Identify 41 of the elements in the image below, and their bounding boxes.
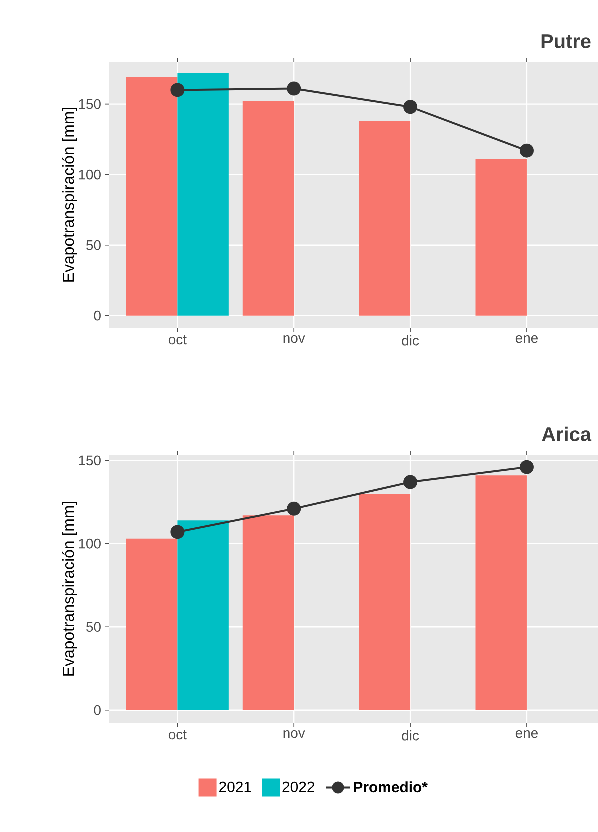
x-tick-label: ene [516,730,538,738]
chart-title: Arica [542,426,592,442]
y-tick-label: 150 [79,99,101,110]
bar [242,516,294,710]
bar [178,73,229,316]
bar [359,494,411,710]
y-tick-label: 0 [94,705,101,716]
x-tick-label: dic [402,730,420,741]
point [170,525,185,540]
bar [242,101,294,316]
y-tick-label: 50 [86,240,101,250]
bar [359,121,411,316]
bar [178,520,229,710]
y-tick-label: 50 [86,622,101,632]
point [287,82,302,96]
y-tick-label: 0 [94,310,101,321]
y-axis-title: Evapotranspiración [mm] [62,108,78,282]
chart-title: Putre [542,34,591,48]
y-tick-label: 100 [79,538,101,549]
y-tick-label: 100 [79,170,101,180]
legend-label: Promedio* [354,782,428,793]
x-tick-label: dic [402,336,420,346]
bar [476,476,527,710]
x-tick-label: oct [168,336,187,345]
y-tick-label: 150 [79,456,101,466]
x-tick-label: nov [284,730,306,738]
x-tick-label: ene [516,336,538,344]
point [404,100,418,114]
x-tick-label: oct [168,730,187,740]
bar [126,78,178,316]
point [520,144,534,158]
legend-label: 2022 [282,782,314,792]
legend-label: 2021 [220,782,252,792]
point [520,460,534,474]
y-axis-title: Evapotranspiración [mm] [62,502,78,676]
bar [476,159,527,316]
point [287,502,302,516]
point [404,475,418,490]
bar [126,538,178,710]
point [170,83,185,98]
x-tick-label: nov [284,336,306,344]
